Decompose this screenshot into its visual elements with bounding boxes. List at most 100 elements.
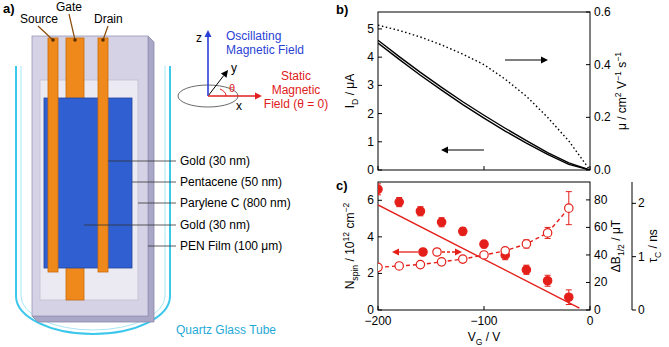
pen-film-side — [32, 36, 154, 322]
y3-tick-label: 2 — [638, 196, 645, 210]
y3-tick-label: 1 — [638, 250, 645, 264]
y2-tick-label: 40 — [594, 248, 608, 262]
arrow-shaft — [442, 251, 455, 252]
arrow — [442, 249, 462, 256]
tube-label: Quartz Glass Tube — [176, 323, 276, 337]
data-point — [480, 240, 488, 248]
data-point — [522, 266, 530, 274]
contact-dot — [51, 38, 55, 42]
data-point — [437, 258, 445, 266]
y3-tick — [632, 310, 636, 311]
y-axis-title: ID / μA — [343, 74, 360, 109]
y2-tick-label: 0.0 — [594, 163, 611, 177]
leader-line — [108, 161, 176, 162]
y3-tick-label: 0 — [638, 303, 645, 317]
y-tick-label: 6 — [367, 193, 374, 207]
y-tick — [378, 57, 382, 58]
y2-tick-label: 0.2 — [594, 110, 611, 124]
y2-tick — [586, 199, 590, 200]
y-tick-label: 4 — [367, 230, 374, 244]
y-tick-label: 0 — [367, 163, 374, 177]
arrow-head — [205, 30, 212, 37]
x-tick — [484, 306, 485, 310]
y2-tick-label: 0.4 — [594, 58, 611, 72]
y2-axis-title: μ / cm2 V−1 s−1 — [613, 52, 629, 130]
electrode-label: Source — [20, 12, 58, 26]
contact-dot — [73, 38, 77, 42]
x-tick — [378, 166, 379, 170]
y3-axis-line — [632, 182, 633, 310]
data-point — [522, 240, 530, 248]
panel-label: a) — [3, 1, 15, 16]
arrow-shaft — [208, 95, 255, 97]
y2-tick-label: 0 — [594, 303, 601, 317]
arrow-shaft — [399, 251, 418, 252]
wire — [103, 26, 108, 40]
legend-marker — [433, 248, 441, 256]
arrow-head — [221, 70, 228, 78]
arrow-shaft — [505, 59, 541, 60]
leader-line — [138, 203, 176, 204]
data-point — [395, 198, 403, 206]
arrow-shaft — [448, 149, 484, 150]
plot-data — [378, 25, 590, 170]
contact-dot — [101, 38, 105, 42]
field-label: OscillatingMagnetic Field — [226, 29, 304, 57]
y-tick-label: 3 — [367, 78, 374, 92]
y-tick — [378, 236, 382, 237]
y-tick — [378, 113, 382, 114]
data-point — [416, 260, 424, 268]
x-tick — [484, 166, 485, 170]
plot-frame — [378, 182, 590, 310]
series-line — [378, 205, 579, 308]
arrow-head — [441, 147, 448, 154]
data-point — [543, 229, 551, 237]
x-tick-label: −100 — [470, 314, 497, 328]
y-tick — [378, 200, 382, 201]
x-tick — [590, 306, 591, 310]
y2-tick-label: 0.6 — [594, 5, 611, 19]
device-diagram: a)SourceGateDrainGold (30 nm)Pentacene (… — [3, 0, 328, 337]
y2-tick-label: 80 — [594, 193, 608, 207]
axis-letter: y — [231, 61, 237, 75]
y2-tick — [586, 254, 590, 255]
y3-axis-title: τC / ns — [646, 229, 663, 263]
y-tick-label: 5 — [367, 22, 374, 36]
y-tick-label: 0 — [367, 303, 374, 317]
layer-label: Pentacene (50 nm) — [180, 175, 282, 189]
arrow-head — [541, 57, 548, 64]
y-tick-label: 2 — [367, 266, 374, 280]
leader-line — [84, 225, 176, 226]
data-point — [480, 251, 488, 259]
x-tick — [378, 306, 379, 310]
layer-label: Gold (30 nm) — [180, 154, 250, 168]
data-point — [501, 247, 509, 255]
drain-electrode — [98, 38, 108, 272]
y2-tick — [586, 64, 590, 65]
arrow-shaft — [208, 76, 224, 96]
data-point — [395, 262, 403, 270]
data-point — [565, 293, 573, 301]
y-tick — [378, 85, 382, 86]
y-tick-label: 4 — [367, 50, 374, 64]
y2-tick — [586, 310, 590, 311]
data-point — [378, 263, 382, 271]
data-point — [378, 185, 382, 193]
series-line — [378, 208, 569, 267]
x-axis-title: VG / V — [468, 330, 501, 347]
data-point — [416, 207, 424, 215]
pen-film — [32, 36, 148, 316]
figure: a)SourceGateDrainGold (30 nm)Pentacene (… — [0, 0, 669, 347]
y2-tick — [586, 282, 590, 283]
y2-tick — [586, 117, 590, 118]
arrow — [392, 249, 418, 256]
chart-panel: 0123450.00.20.40.6ID / μAμ / cm2 V−1 s−1… — [336, 2, 629, 177]
arrow — [441, 147, 484, 154]
y2-tick — [586, 227, 590, 228]
electrode-label: Gate — [56, 0, 82, 14]
x-tick-label: 0 — [587, 314, 594, 328]
panel-label: c) — [336, 178, 348, 193]
layer-label: PEN Film (100 μm) — [180, 239, 282, 253]
angle-arc — [220, 89, 226, 96]
series-line — [378, 43, 590, 170]
